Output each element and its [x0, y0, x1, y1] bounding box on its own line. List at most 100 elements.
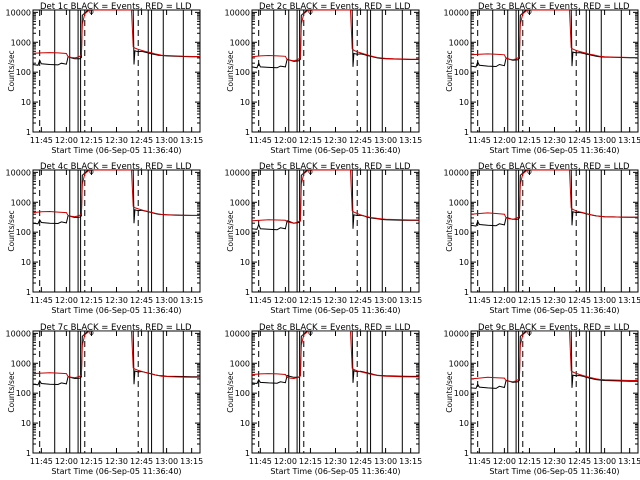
x-tick-label: 11:45: [30, 457, 53, 466]
y-tick-label: 100: [235, 68, 250, 77]
x-tick-label: 12:45: [568, 296, 591, 305]
x-tick-label: 13:00: [593, 296, 616, 305]
x-tick-label: 13:00: [155, 296, 178, 305]
y-tick-label: 100: [16, 389, 31, 398]
x-tick-label: 11:45: [468, 457, 491, 466]
panel-title: Det 1c BLACK = Events, RED = LLD: [40, 2, 192, 12]
y-tick-label: 1: [26, 449, 31, 458]
y-tick-label: 1: [26, 288, 31, 297]
panel-title: Det 9c BLACK = Events, RED = LLD: [478, 323, 630, 333]
panel-det-2: 1 10 100 1000 10000 11:45 12:00 12:15 12:30 12:45…: [225, 2, 423, 155]
events-series-line: [471, 331, 638, 389]
y-tick-label: 100: [235, 389, 250, 398]
annotation-marker: o: [308, 7, 313, 16]
panel-title: Det 5c BLACK = Events, RED = LLD: [259, 162, 411, 172]
annotation-marker: o: [89, 328, 94, 337]
plot-frame: [470, 169, 639, 293]
y-tick-label: 10: [21, 419, 31, 428]
x-tick-label: 12:45: [568, 457, 591, 466]
x-tick-label: 13:15: [618, 136, 640, 145]
lld-series-line: [33, 10, 200, 59]
panel-title: Det 6c BLACK = Events, RED = LLD: [478, 162, 630, 172]
panel-det-4: 1 10 100 1000 10000 11:45 12:00 12:15 12:30 12:45…: [6, 162, 204, 315]
y-tick-label: 10: [240, 98, 250, 107]
panel-det-8: 1 10 100 1000 10000 11:45 12:00 12:15 12:30 12:45…: [225, 323, 423, 476]
x-tick-label: 13:00: [374, 457, 397, 466]
y-tick-label: 10: [459, 98, 469, 107]
y-tick-label: 10000: [6, 329, 31, 338]
panel-title: Det 3c BLACK = Events, RED = LLD: [478, 2, 630, 12]
panel-det-5: 1 10 100 1000 10000 11:45 12:00 12:15 12:30 12:45…: [225, 162, 423, 315]
x-tick-label: 13:00: [374, 136, 397, 145]
x-tick-label: 12:30: [105, 136, 128, 145]
x-tick-label: 11:45: [249, 457, 272, 466]
x-tick-label: 12:00: [493, 296, 516, 305]
y-tick-label: 100: [16, 228, 31, 237]
x-tick-label: 13:15: [180, 296, 203, 305]
x-tick-label: 12:30: [543, 136, 566, 145]
y-tick-label: 10: [240, 419, 250, 428]
y-tick-label: 1000: [449, 198, 469, 207]
x-tick-label: 12:15: [518, 296, 541, 305]
x-axis-label: Start Time (06-Sep-05 11:36:40): [489, 146, 619, 155]
x-tick-label: 12:45: [349, 296, 372, 305]
y-axis-label: Counts/sec: [445, 371, 454, 412]
y-tick-label: 10: [459, 419, 469, 428]
y-tick-label: 1000: [11, 198, 31, 207]
panel-det-1: 1 10 100 1000 10000 11:45 12:00 12:15 12:30 12:45…: [6, 2, 204, 155]
x-tick-label: 12:00: [55, 136, 78, 145]
lld-series-line: [471, 170, 638, 220]
y-axis-label: Counts/sec: [7, 371, 16, 412]
plot-frame: [470, 330, 639, 454]
x-tick-label: 12:45: [349, 457, 372, 466]
x-tick-label: 12:00: [274, 136, 297, 145]
lld-series-line: [471, 10, 638, 61]
x-tick-label: 12:45: [130, 136, 153, 145]
x-tick-label: 13:15: [399, 457, 422, 466]
x-axis-label: Start Time (06-Sep-05 11:36:40): [270, 467, 400, 476]
x-tick-label: 11:45: [249, 296, 272, 305]
x-tick-label: 11:45: [30, 296, 53, 305]
x-axis-label: Start Time (06-Sep-05 11:36:40): [489, 467, 619, 476]
x-tick-label: 12:00: [493, 136, 516, 145]
lld-series-line: [33, 331, 200, 379]
y-axis-label: Counts/sec: [226, 210, 235, 251]
y-tick-label: 10000: [6, 168, 31, 177]
x-tick-label: 12:45: [349, 136, 372, 145]
annotation-marker: o: [89, 7, 94, 16]
x-tick-label: 12:45: [130, 296, 153, 305]
panel-title: Det 8c BLACK = Events, RED = LLD: [259, 323, 411, 333]
x-tick-label: 12:30: [324, 136, 347, 145]
x-tick-label: 13:00: [593, 457, 616, 466]
lld-series-line: [252, 170, 419, 224]
events-series-line: [471, 170, 638, 227]
annotation-marker: o: [527, 328, 532, 337]
x-tick-label: 12:00: [55, 296, 78, 305]
plot-frame: [251, 169, 420, 293]
x-tick-label: 13:15: [618, 296, 640, 305]
x-tick-label: 12:15: [80, 296, 103, 305]
y-tick-label: 1000: [230, 38, 250, 47]
panel-title: Det 4c BLACK = Events, RED = LLD: [40, 162, 192, 172]
x-tick-label: 13:00: [593, 136, 616, 145]
plot-frame: [32, 169, 201, 293]
y-tick-label: 1: [245, 288, 250, 297]
x-tick-label: 13:15: [180, 136, 203, 145]
x-tick-label: 12:15: [80, 136, 103, 145]
y-tick-label: 10: [240, 258, 250, 267]
y-axis-label: Counts/sec: [7, 210, 16, 251]
events-series-line: [33, 10, 200, 66]
y-tick-label: 10000: [225, 329, 250, 338]
annotation-marker: o: [308, 167, 313, 176]
y-tick-label: 100: [454, 389, 469, 398]
y-tick-label: 1000: [449, 359, 469, 368]
x-axis-label: Start Time (06-Sep-05 11:36:40): [51, 146, 181, 155]
y-tick-label: 10: [21, 98, 31, 107]
x-tick-label: 13:15: [399, 136, 422, 145]
x-axis-label: Start Time (06-Sep-05 11:36:40): [51, 467, 181, 476]
panel-title: Det 2c BLACK = Events, RED = LLD: [259, 2, 411, 12]
y-axis-label: Counts/sec: [7, 50, 16, 91]
lld-series-line: [33, 170, 200, 218]
y-tick-label: 1: [26, 128, 31, 137]
x-tick-label: 13:00: [374, 296, 397, 305]
